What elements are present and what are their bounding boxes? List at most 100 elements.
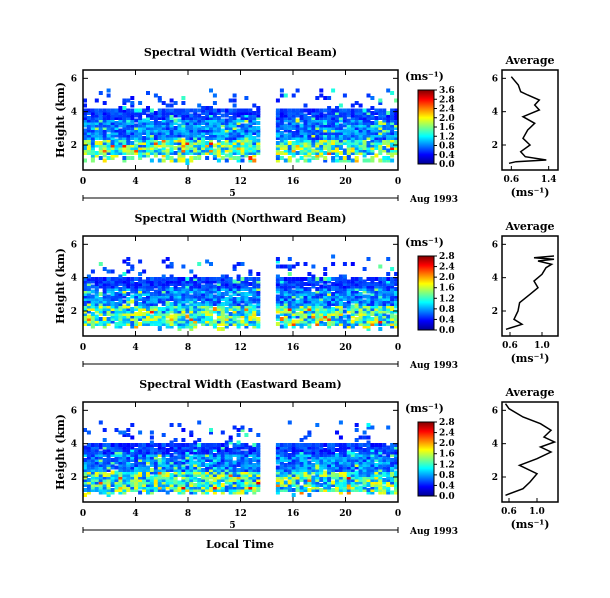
heatmap-cell (295, 123, 300, 128)
heatmap-cell (390, 458, 395, 462)
heatmap-cell (122, 279, 127, 284)
heatmap-cell (126, 284, 131, 289)
heatmap-cell (382, 133, 387, 138)
heatmap-cell (181, 468, 186, 472)
heatmap-cell (299, 488, 304, 492)
heatmap-cell (315, 126, 320, 130)
heatmap-cell (346, 485, 351, 490)
heatmap-cell (315, 287, 320, 291)
heatmap-cell (90, 146, 95, 150)
heatmap-cell (177, 131, 182, 135)
heatmap-cell (386, 289, 391, 294)
heatmap-cell (201, 304, 206, 309)
heatmap-cell (122, 146, 127, 150)
heatmap-cell (153, 138, 158, 143)
heatmap-cell (366, 133, 371, 138)
heatmap-cell (130, 101, 135, 105)
heatmap-cell (165, 480, 170, 485)
heatmap-cell (169, 302, 174, 306)
heatmap-cell (382, 277, 387, 281)
heatmap-cell (153, 473, 158, 477)
heatmap-cell (177, 314, 182, 319)
heatmap-cell (287, 131, 292, 135)
heatmap-cell (212, 478, 217, 482)
heatmap-cell (299, 490, 304, 495)
heatmap-cell (358, 141, 363, 145)
heatmap-cell (256, 287, 261, 291)
heatmap-cell (126, 108, 131, 113)
heatmap-cell (232, 478, 237, 482)
heatmap-cell (374, 309, 379, 314)
heatmap-cell (169, 108, 174, 113)
heatmap-cell (315, 304, 320, 309)
heatmap-cell (193, 128, 198, 133)
heatmap-cell (185, 148, 190, 153)
heatmap-cell (346, 297, 351, 301)
heatmap-cell (114, 302, 119, 306)
heatmap-cell (169, 123, 174, 128)
heatmap-cell (299, 455, 304, 460)
colorbar-tick-label: 1.2 (439, 132, 455, 142)
heatmap-cell (83, 470, 87, 475)
heatmap-cell (106, 133, 111, 138)
heatmap-cell (114, 445, 119, 450)
heatmap-cell (240, 133, 245, 138)
heatmap-cell (291, 143, 296, 148)
heatmap-cell (240, 277, 245, 281)
heatmap-cell (386, 488, 391, 492)
heatmap-cell (106, 279, 111, 284)
heatmap-cell (142, 488, 147, 492)
heatmap-cell (291, 126, 296, 130)
heatmap-cell (315, 307, 320, 311)
heatmap-cell (366, 312, 371, 316)
heatmap-cell (366, 445, 371, 450)
heatmap-cell (327, 292, 332, 296)
heatmap-cell (134, 277, 139, 281)
heatmap-cell (338, 485, 343, 490)
heatmap-cell (346, 143, 351, 148)
heatmap-cell (303, 151, 308, 155)
heatmap-cell (390, 128, 395, 133)
heatmap-cell (252, 297, 257, 301)
heatmap-cell (138, 292, 143, 296)
heatmap-cell (252, 324, 257, 329)
heatmap-cell (342, 93, 347, 98)
heatmap-cell (362, 141, 367, 145)
heatmap-cell (370, 96, 375, 100)
heatmap-cell (177, 153, 182, 158)
heatmap-cell (307, 493, 312, 497)
heatmap-cell (102, 126, 107, 130)
heatmap-cell (307, 322, 312, 326)
heatmap-cell (146, 287, 150, 291)
heatmap-cell (362, 430, 367, 435)
heatmap-cell (142, 463, 147, 467)
heatmap-cell (189, 136, 194, 140)
heatmap-cell (256, 480, 261, 485)
heatmap-cell (130, 284, 135, 289)
heatmap-cell (98, 148, 103, 153)
heatmap-cell (185, 304, 190, 309)
heatmap-cell (252, 309, 257, 314)
heatmap-cell (279, 111, 284, 115)
heatmap-cell (335, 299, 339, 304)
heatmap-cell (161, 101, 166, 105)
heatmap-cell (236, 133, 241, 138)
heatmap-cell (331, 156, 336, 160)
heatmap-cell (173, 473, 178, 477)
heatmap-cell (134, 128, 139, 133)
heatmap-cell (394, 443, 399, 447)
colorbar (417, 421, 435, 497)
heatmap-cell (331, 123, 336, 128)
heatmap-cell (252, 488, 257, 492)
heatmap-cell (114, 317, 119, 321)
heatmap-cell (354, 151, 359, 155)
heatmap-cell (114, 480, 119, 485)
heatmap-cell (311, 312, 316, 316)
heatmap-cell (86, 322, 91, 326)
heatmap-cell (394, 121, 399, 125)
heatmap-cell (236, 111, 241, 115)
heatmap-cell (153, 289, 158, 294)
heatmap-cell (244, 470, 249, 475)
heatmap-cell (287, 480, 292, 485)
heatmap-cell (165, 153, 170, 158)
